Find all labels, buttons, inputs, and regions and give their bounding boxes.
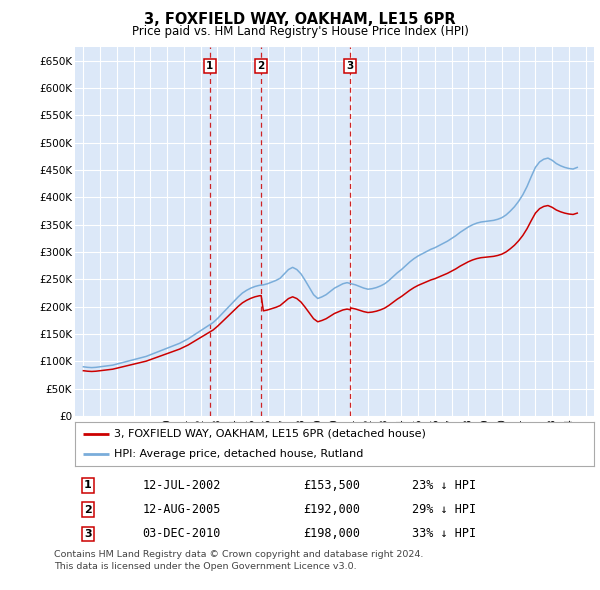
Text: £192,000: £192,000 — [304, 503, 361, 516]
Text: 2: 2 — [257, 61, 265, 71]
Text: 33% ↓ HPI: 33% ↓ HPI — [412, 527, 476, 540]
Text: 03-DEC-2010: 03-DEC-2010 — [142, 527, 221, 540]
Text: £153,500: £153,500 — [304, 478, 361, 492]
Text: £198,000: £198,000 — [304, 527, 361, 540]
Text: 1: 1 — [84, 480, 92, 490]
Text: Contains HM Land Registry data © Crown copyright and database right 2024.
This d: Contains HM Land Registry data © Crown c… — [54, 550, 424, 571]
Text: 12-JUL-2002: 12-JUL-2002 — [142, 478, 221, 492]
Text: HPI: Average price, detached house, Rutland: HPI: Average price, detached house, Rutl… — [114, 449, 364, 459]
Text: 3, FOXFIELD WAY, OAKHAM, LE15 6PR (detached house): 3, FOXFIELD WAY, OAKHAM, LE15 6PR (detac… — [114, 429, 426, 439]
Text: 3: 3 — [346, 61, 353, 71]
Text: 12-AUG-2005: 12-AUG-2005 — [142, 503, 221, 516]
Text: 29% ↓ HPI: 29% ↓ HPI — [412, 503, 476, 516]
Text: 2: 2 — [84, 504, 92, 514]
Text: Price paid vs. HM Land Registry's House Price Index (HPI): Price paid vs. HM Land Registry's House … — [131, 25, 469, 38]
Text: 3: 3 — [84, 529, 92, 539]
Text: 23% ↓ HPI: 23% ↓ HPI — [412, 478, 476, 492]
Text: 3, FOXFIELD WAY, OAKHAM, LE15 6PR: 3, FOXFIELD WAY, OAKHAM, LE15 6PR — [144, 12, 456, 27]
Text: 1: 1 — [206, 61, 213, 71]
